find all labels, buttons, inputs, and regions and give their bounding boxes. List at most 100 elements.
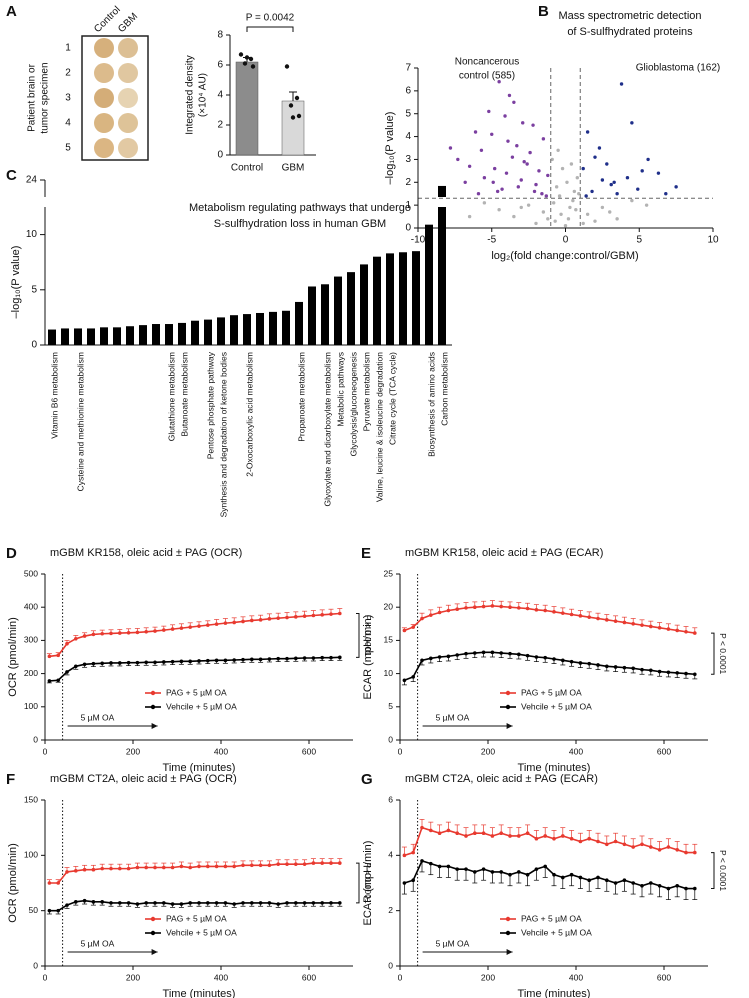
y-tick-label: 15 <box>384 635 394 645</box>
data-point <box>596 875 600 880</box>
data-point <box>206 864 210 869</box>
data-point <box>179 864 184 869</box>
x-tick-label: Valine, leucine & isoleucine degradation <box>374 352 384 502</box>
data-point <box>490 132 494 136</box>
data-point <box>656 171 661 175</box>
data-point <box>578 661 583 665</box>
data-point <box>250 863 254 868</box>
data-point <box>622 842 627 847</box>
y-tick-label: 6 <box>217 60 223 71</box>
data-point <box>499 651 504 655</box>
data-point <box>329 655 333 660</box>
series-line <box>404 651 695 681</box>
data-point <box>56 908 60 913</box>
x-tick-label: Biosynthesis of amino acids <box>426 352 436 457</box>
data-point <box>162 628 166 632</box>
data-point <box>135 660 140 665</box>
y-tick-label: 2 <box>405 177 411 188</box>
data-point <box>657 848 662 852</box>
data-point <box>569 162 574 166</box>
data-point <box>666 886 671 891</box>
y-tick-label: 5 <box>388 701 393 711</box>
x-tick-label: 0 <box>43 746 48 756</box>
data-point <box>473 831 477 835</box>
data-point <box>118 901 122 905</box>
x-tick-label: 600 <box>657 746 671 756</box>
data-point <box>296 113 302 119</box>
data-point <box>241 863 245 868</box>
data-point <box>497 208 501 212</box>
data-point <box>429 656 433 661</box>
bar <box>269 311 277 345</box>
data-point <box>531 123 535 127</box>
data-point <box>585 212 590 216</box>
data-point <box>546 173 550 178</box>
data-point <box>179 902 184 906</box>
data-point <box>630 198 634 203</box>
data-point <box>294 656 298 661</box>
data-point <box>622 878 627 883</box>
data-point <box>566 217 571 221</box>
x-tick-label: 600 <box>302 746 316 756</box>
data-point <box>646 157 650 162</box>
data-point <box>497 80 501 84</box>
data-point <box>517 834 521 838</box>
data-point <box>578 839 583 844</box>
data-point <box>693 886 697 891</box>
data-point <box>550 157 554 162</box>
data-point <box>267 657 272 661</box>
data-point <box>91 661 96 666</box>
data-point <box>490 870 495 874</box>
data-point <box>437 655 442 659</box>
blot-dot <box>94 38 114 58</box>
data-point <box>534 836 539 841</box>
data-point <box>74 664 78 669</box>
data-point <box>464 606 468 610</box>
data-point <box>587 661 591 666</box>
data-point <box>250 618 254 623</box>
x-tick-label: Cysteine and methionine metabolism <box>75 352 85 491</box>
data-point <box>476 192 481 196</box>
data-point <box>420 658 424 663</box>
data-point <box>65 670 69 674</box>
data-point <box>276 656 281 661</box>
data-point <box>294 615 298 619</box>
blot-frame <box>81 35 149 161</box>
data-point <box>666 627 671 631</box>
annotation: Noncancerous <box>455 57 519 68</box>
annotation: P = 0.0042 <box>246 13 295 24</box>
data-point <box>250 64 256 69</box>
y-tick-label: 0 <box>405 223 411 234</box>
data-point <box>118 866 122 871</box>
blot-dot <box>118 88 138 108</box>
data-point <box>490 604 495 608</box>
data-point <box>561 875 565 880</box>
data-point <box>596 616 600 621</box>
data-point <box>490 650 495 655</box>
y-axis-label: (×10⁴ AU) <box>198 73 209 117</box>
data-point <box>674 185 678 189</box>
p-value: P < 0.0001 <box>363 862 373 903</box>
y-tick-label: 5 <box>405 108 411 119</box>
row-label: 5 <box>65 143 71 154</box>
data-point <box>482 176 487 180</box>
data-point <box>285 656 289 661</box>
data-point <box>569 659 574 664</box>
data-point <box>613 619 618 623</box>
data-point <box>517 870 521 874</box>
arrow-head <box>506 949 513 955</box>
bar <box>48 329 56 345</box>
data-point <box>597 146 602 150</box>
legend-marker <box>150 704 156 710</box>
data-point <box>577 192 581 196</box>
bar <box>373 256 381 345</box>
x-tick-label: 0 <box>398 972 403 982</box>
data-point <box>525 653 530 658</box>
data-point <box>144 901 148 905</box>
data-point <box>179 626 184 630</box>
data-point <box>446 654 451 659</box>
y-tick-label: 100 <box>24 701 38 711</box>
data-point <box>232 658 236 662</box>
data-point <box>584 194 588 198</box>
